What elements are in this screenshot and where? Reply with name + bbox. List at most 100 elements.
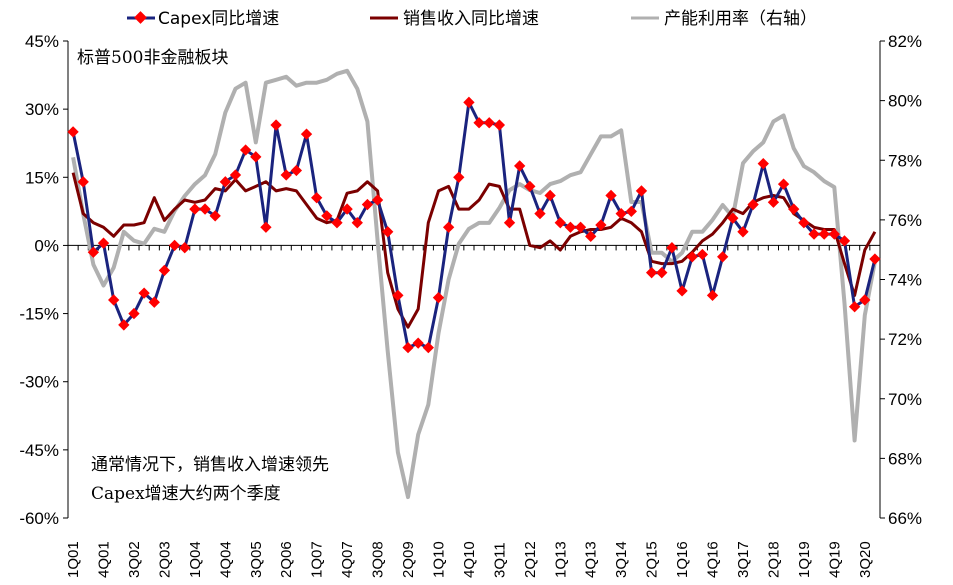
- capex-point: [168, 239, 181, 252]
- legend-revenue-label: 销售收入同比增速: [403, 9, 539, 29]
- y-right-tick-label: 80%: [888, 92, 922, 111]
- x-tick-label: 1Q04: [187, 541, 204, 578]
- capex-point: [818, 228, 830, 240]
- x-tick-label: 3Q20: [857, 541, 874, 578]
- capex-point: [554, 217, 566, 229]
- x-tick-label: 1Q01: [65, 541, 82, 578]
- x-tick-label: 4Q01: [96, 541, 113, 578]
- x-tick-label: 3Q14: [613, 541, 630, 578]
- capex-point: [179, 242, 191, 254]
- legend-utilization-label: 产能利用率（右轴）: [664, 9, 817, 29]
- capex-point: [767, 196, 780, 208]
- x-tick-label: 2Q03: [156, 541, 173, 578]
- x-tick-label: 3Q05: [248, 541, 265, 578]
- capex-point: [869, 253, 881, 265]
- x-tick-label: 3Q02: [126, 541, 143, 578]
- y-left-tick-label: 15%: [25, 168, 59, 187]
- capex-point: [148, 296, 160, 308]
- capex-point: [493, 119, 506, 131]
- x-tick-label: 4Q04: [217, 541, 234, 578]
- capex-point: [848, 301, 861, 313]
- legend-capex-label: Capex同比增速: [158, 9, 279, 29]
- capex-point: [706, 289, 719, 302]
- x-tick-label: 1Q13: [552, 541, 569, 578]
- capex-point: [717, 251, 729, 263]
- series-layer: [67, 68, 881, 500]
- legend: Capex同比增速 销售收入同比增速 产能利用率（右轴）: [127, 9, 817, 29]
- x-tick-label: 2Q12: [522, 541, 539, 578]
- y-left-tick-label: -45%: [19, 441, 59, 460]
- capex-point: [229, 169, 242, 181]
- capex-point: [280, 169, 292, 181]
- capex-point: [300, 128, 313, 140]
- annotation-line-2: Capex增速大约两个季度: [91, 484, 281, 504]
- legend-capex-marker: [134, 11, 147, 24]
- x-tick-label: 4Q19: [826, 541, 843, 578]
- x-tick-label: 3Q08: [370, 541, 387, 578]
- capex-point: [656, 267, 668, 279]
- capex-point: [615, 207, 627, 220]
- capex-point: [798, 217, 810, 229]
- capex-point: [463, 96, 475, 108]
- x-tick-label: 2Q15: [644, 541, 661, 578]
- y-right-tick-label: 82%: [888, 32, 922, 51]
- axes-group: 45% 30% 15% 0% -15% -30% -45% -60% 82% 80% 78% 76% 7…: [19, 32, 922, 578]
- y-right-tick-label: 68%: [888, 449, 922, 468]
- x-tick-label: 4Q13: [583, 541, 600, 578]
- capex-point: [219, 176, 231, 188]
- capex-point: [392, 289, 404, 302]
- capex-point: [402, 341, 414, 354]
- y-right-tick-label: 72%: [888, 330, 922, 349]
- capex-point: [189, 203, 201, 215]
- capex-point: [128, 307, 140, 320]
- capex-point: [777, 178, 790, 190]
- capex-point: [747, 198, 759, 211]
- y-left-tick-label: 30%: [25, 100, 59, 119]
- subtitle-label: 标普500非金融板块: [77, 48, 228, 68]
- capex-point: [859, 294, 871, 306]
- capex-point: [696, 248, 709, 261]
- capex-point: [432, 292, 445, 304]
- capex-point: [564, 221, 577, 233]
- capex-point: [290, 164, 303, 177]
- capex-point: [260, 221, 272, 233]
- capex-point: [453, 171, 465, 183]
- y-left-tick-label: 0%: [34, 236, 59, 255]
- capex-point: [645, 267, 658, 279]
- x-tick-label: 1Q16: [674, 541, 691, 578]
- y-left-tick-label: -60%: [19, 509, 59, 528]
- capex-point: [351, 217, 363, 229]
- capex-point: [483, 117, 495, 129]
- capex-point: [321, 210, 333, 222]
- capex-point: [270, 119, 282, 131]
- annotation-line-1: 通常情况下，销售收入增速领先: [91, 455, 329, 475]
- capex-point: [371, 194, 384, 206]
- capex-point: [605, 189, 617, 202]
- capex-point: [422, 341, 434, 354]
- capex-point: [361, 198, 374, 211]
- capex-point: [209, 210, 221, 222]
- capex-point: [341, 203, 353, 215]
- capex-point: [676, 285, 688, 297]
- x-tick-label: 2Q06: [278, 541, 295, 578]
- y-left-tick-label: -30%: [19, 373, 59, 392]
- capex-point: [158, 264, 171, 277]
- capex-point: [524, 180, 536, 193]
- capex-point: [625, 205, 637, 218]
- capex-point: [138, 287, 150, 299]
- capex-point: [544, 189, 556, 202]
- capex-point: [473, 117, 485, 129]
- y-right-tick-label: 74%: [888, 271, 922, 290]
- capex-point: [838, 235, 851, 247]
- capex-point: [442, 221, 455, 233]
- capex-point: [250, 151, 262, 163]
- capex-point: [757, 158, 769, 170]
- x-tick-label: 1Q10: [430, 541, 447, 578]
- x-tick-label: 3Q17: [735, 541, 752, 578]
- capex-point: [199, 203, 211, 215]
- capex-point: [788, 203, 800, 215]
- capex-point: [595, 219, 607, 231]
- capex-point: [585, 230, 597, 242]
- capex-point: [534, 207, 546, 220]
